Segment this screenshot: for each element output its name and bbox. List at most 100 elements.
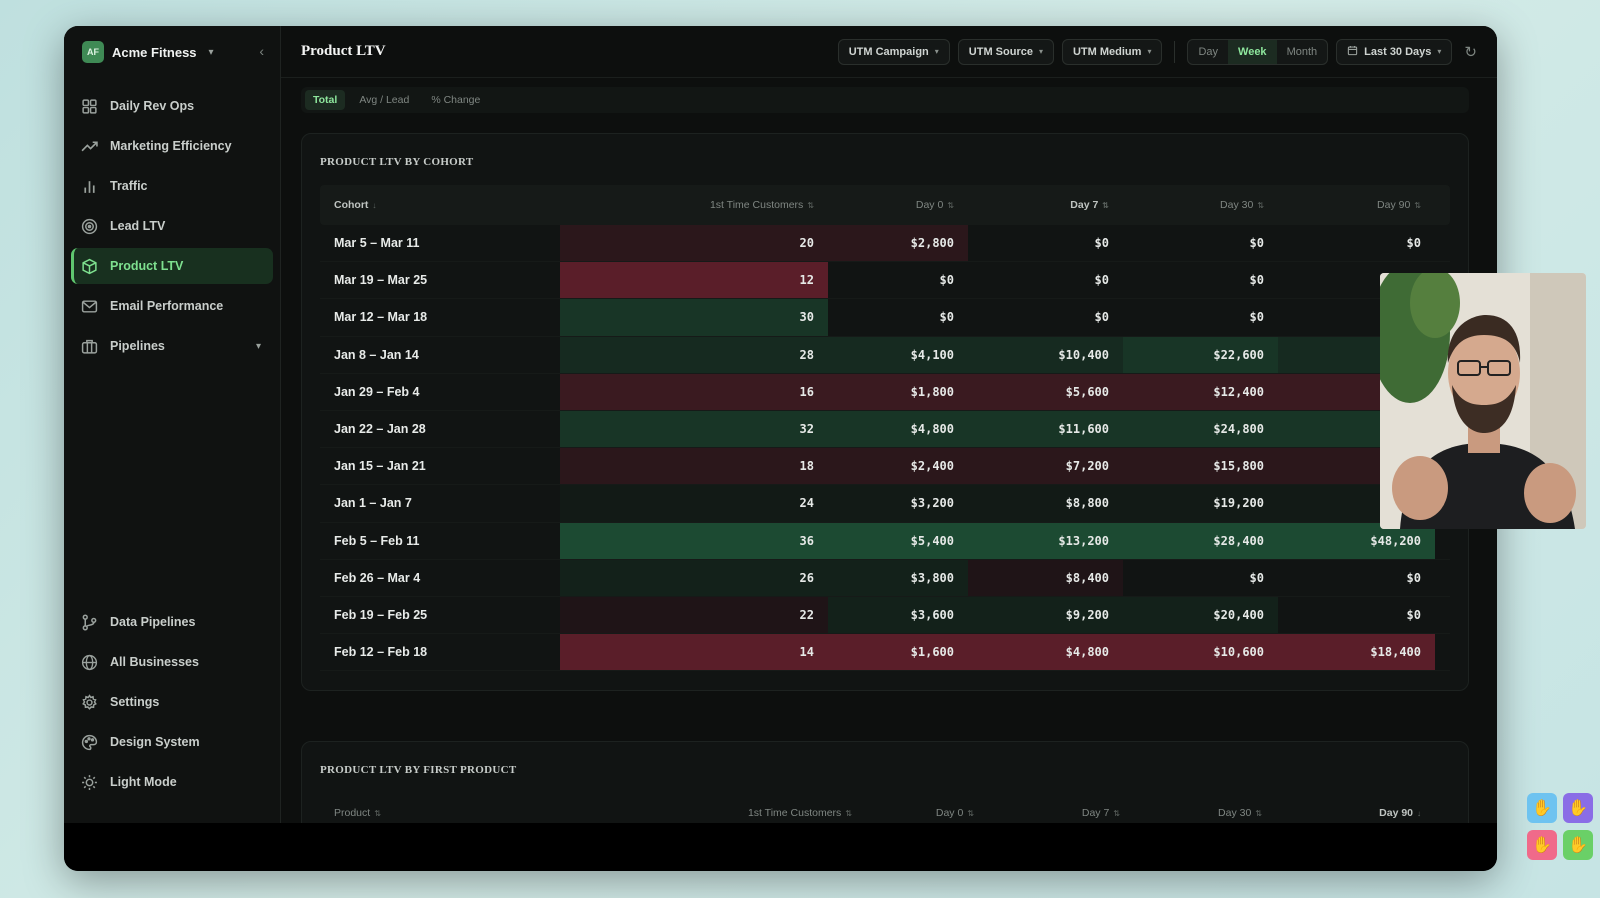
date-range-label: Last 30 Days [1364,45,1432,58]
sidebar-item-label: Lead LTV [110,219,166,233]
hand-wave-icon[interactable]: ✋ [1563,830,1593,860]
cell-day-30: $12,400 [1123,373,1278,410]
column-header-day-7[interactable]: Day 7 ⇅ [968,185,1123,225]
column-label: Product [334,807,371,819]
sidebar-item-label: Traffic [110,179,148,193]
sidebar-item-traffic[interactable]: Traffic [71,168,273,204]
presenter-video-image [1380,273,1586,529]
sidebar-item-daily-rev-ops[interactable]: Daily Rev Ops [71,88,273,124]
palette-icon [81,734,98,751]
table-row[interactable]: Jan 8 – Jan 14 28 $4,100 $10,400 $22,600 [320,336,1450,374]
column-header-day-90[interactable]: Day 90 ⇅ [1278,185,1435,225]
sidebar-item-settings[interactable]: Settings [71,684,273,720]
table-row[interactable]: Mar 5 – Mar 11 20 $2,800 $0 $0 $0 [320,225,1450,263]
period-week-button[interactable]: Week [1228,39,1277,64]
sidebar-item-label: Light Mode [110,775,177,789]
collapse-sidebar-icon[interactable]: ‹ [259,43,264,59]
table-row[interactable]: Jan 22 – Jan 28 32 $4,800 $11,600 $24,800 [320,410,1450,449]
tab-percent-change[interactable]: % Change [431,94,481,106]
utm-campaign-dropdown[interactable]: UTM Campaign ▾ [837,38,950,65]
sidebar-item-pipelines[interactable]: Pipelines ▾ [71,328,273,364]
cell-first-time-customers: 22 [560,596,828,634]
sidebar-nav: Daily Rev Ops Marketing Efficiency Traff… [64,78,280,364]
sidebar-item-label: Marketing Efficiency [110,139,232,153]
calendar-icon [1347,45,1358,59]
column-label: Day 30 [1218,807,1252,819]
cell-day-30: $0 [1249,236,1264,251]
hand-wave-icon[interactable]: ✋ [1527,793,1557,823]
period-day-button[interactable]: Day [1198,45,1219,58]
sidebar-item-label: All Businesses [110,655,199,669]
cell-day-0: $1,600 [828,634,968,671]
column-header-first-time-customers[interactable]: 1st Time Customers ⇅ [560,185,828,225]
cell-first-time-customers: 36 [560,522,828,559]
column-label: 1st Time Customers [747,807,842,819]
column-label: Day 7 [1081,807,1110,819]
column-label: Day 0 [935,807,964,819]
column-header-day-90[interactable]: Day 90 ↓ [1276,793,1435,833]
brand-logo: AF [82,41,104,63]
table-row[interactable]: Feb 19 – Feb 25 22 $3,600 $9,200 $20,400 $0 [320,596,1450,635]
table-body: Mar 5 – Mar 11 20 $2,800 $0 $0 $0 Mar 19 – Mar… [320,225,1450,672]
sidebar-item-marketing-efficiency[interactable]: Marketing Efficiency [71,128,273,164]
sidebar-item-label: Email Performance [110,299,224,313]
utm-source-dropdown[interactable]: UTM Source ▾ [957,38,1054,65]
table-row[interactable]: Jan 1 – Jan 7 24 $3,200 $8,800 $19,200 [320,485,1450,523]
cell-day-90: $0 [1406,236,1421,251]
sort-icon: ⇅ [1255,808,1262,818]
column-header-day-7[interactable]: Day 7 ⇅ [988,793,1134,833]
cell-day-0: $4,800 [828,410,968,448]
refresh-icon[interactable]: ↻ [1464,43,1477,61]
hand-wave-icon[interactable]: ✋ [1527,830,1557,860]
tab-avg-lead[interactable]: Avg / Lead [359,94,410,106]
briefcase-icon [81,338,98,355]
column-header-product[interactable]: Product ⇅ [320,793,620,833]
cohort-label: Jan 1 – Jan 7 [334,496,412,511]
sidebar-item-light-mode[interactable]: Light Mode [71,764,273,800]
table-row[interactable]: Jan 29 – Feb 4 16 $1,800 $5,600 $12,400 [320,373,1450,411]
cell-day-0: $3,800 [828,559,968,596]
hand-wave-icon[interactable]: ✋ [1563,793,1593,823]
sidebar-item-product-ltv[interactable]: Product LTV [71,248,273,284]
table-row[interactable]: Feb 12 – Feb 18 14 $1,600 $4,800 $10,600 $18,… [320,634,1450,672]
dropdown-label: UTM Medium [1072,45,1142,58]
column-header-cohort[interactable]: Cohort ↓ [320,185,560,225]
cell-day-30: $20,400 [1123,596,1278,634]
column-header-day-30[interactable]: Day 30 ⇅ [1123,185,1278,225]
cohort-label: Jan 15 – Jan 21 [334,459,426,474]
tab-total[interactable]: Total [305,90,346,110]
sidebar-item-design-system[interactable]: Design System [71,724,273,760]
column-label: Day 30 [1220,199,1254,211]
brand-switcher[interactable]: AF Acme Fitness ▾ [64,26,280,78]
column-header-first-time-customers[interactable]: 1st Time Customers ⇅ [620,793,866,833]
first-product-ltv-table: Product ⇅ 1st Time Customers ⇅ Day 0 ⇅ [320,793,1450,833]
period-month-button[interactable]: Month [1286,45,1318,58]
dropdown-label: UTM Source [968,45,1033,58]
date-range-dropdown[interactable]: Last 30 Days ▾ [1336,38,1453,65]
table-row[interactable]: Jan 15 – Jan 21 18 $2,400 $7,200 $15,800 [320,448,1450,486]
column-header-day-30[interactable]: Day 30 ⇅ [1134,793,1276,833]
cell-day-7: $8,400 [968,559,1123,596]
table-row[interactable]: Feb 5 – Feb 11 36 $5,400 $13,200 $28,400 $48,… [320,522,1450,560]
sort-icon: ⇅ [967,808,974,818]
table-row[interactable]: Feb 26 – Mar 4 26 $3,800 $8,400 $0 $0 [320,559,1450,597]
brand-name: Acme Fitness [112,44,197,60]
sidebar-item-email-performance[interactable]: Email Performance [71,288,273,324]
cell-day-0: $2,400 [828,448,968,485]
sidebar-item-lead-ltv[interactable]: Lead LTV [71,208,273,244]
sidebar-item-data-pipelines[interactable]: Data Pipelines [71,604,273,640]
sort-desc-icon: ↓ [372,200,377,210]
column-header-day-0[interactable]: Day 0 ⇅ [828,185,968,225]
column-header-day-0[interactable]: Day 0 ⇅ [866,793,988,833]
utm-medium-dropdown[interactable]: UTM Medium ▾ [1061,38,1163,65]
chevron-down-icon: ▾ [1038,47,1043,56]
chevron-down-icon: ▾ [934,47,939,56]
cell-day-90: $18,400 [1278,634,1435,671]
cohort-ltv-table: Cohort ↓ 1st Time Customers ⇅ Day 0 ⇅ [320,185,1450,672]
cell-first-time-customers: 18 [560,448,828,485]
sort-desc-icon: ↓ [1417,808,1421,818]
sidebar-item-all-businesses[interactable]: All Businesses [71,644,273,680]
cell-first-time-customers: 12 [560,262,828,299]
